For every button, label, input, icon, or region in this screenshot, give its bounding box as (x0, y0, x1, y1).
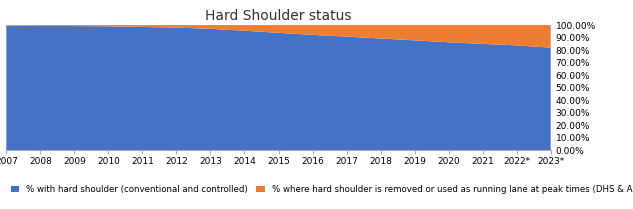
Legend: % with hard shoulder (conventional and controlled), % where hard shoulder is rem: % with hard shoulder (conventional and c… (11, 185, 633, 194)
Title: Hard Shoulder status: Hard Shoulder status (205, 9, 352, 23)
